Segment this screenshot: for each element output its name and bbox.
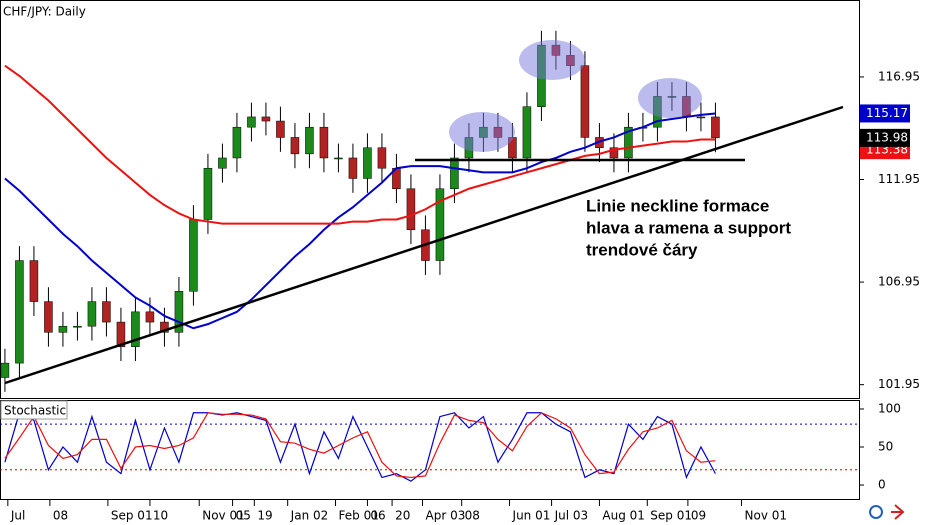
y-tick-label: 111.95 [878, 172, 920, 186]
x-tick-label: 08 [53, 509, 68, 523]
candle-body [696, 116, 706, 119]
right-shoulder-highlight [638, 78, 702, 118]
candle-body [305, 126, 314, 155]
price-label: 115.17 [866, 106, 908, 120]
price-label-box [860, 128, 910, 147]
candle-body [232, 126, 242, 159]
candle-body [102, 301, 111, 323]
candle-body [348, 157, 358, 179]
candle-body [160, 321, 169, 333]
y-tick-label: 116.95 [878, 69, 920, 83]
left-shoulder-highlight [449, 112, 515, 152]
candle-body [247, 116, 256, 128]
candle-body [131, 311, 140, 347]
x-tick-label: Aug 01 [602, 509, 645, 523]
x-tick-label: 09 [691, 509, 706, 523]
x-tick-label: Apr 03 [426, 509, 466, 523]
annotation: trendové čáry [586, 240, 698, 259]
toolbar-icons[interactable] [869, 504, 905, 520]
annotation: hlava a ramena a support [586, 218, 791, 237]
y-tick-label: 106.95 [878, 275, 920, 289]
indicator-title: Stochastic [4, 404, 66, 418]
icon[interactable] [869, 505, 883, 519]
candle-body [609, 147, 619, 159]
candle-body [203, 167, 213, 220]
candle-body [189, 219, 198, 292]
candle-body [15, 260, 24, 364]
candle-body [290, 137, 300, 155]
x-tick-label: 20 [395, 509, 410, 523]
price-label-box [860, 104, 910, 123]
candle-body [363, 147, 372, 179]
price-panel [0, 0, 860, 399]
candle-body [624, 126, 633, 159]
candle-body [319, 126, 329, 159]
candle-body [58, 325, 68, 333]
series-line [4, 64, 716, 225]
candle-body [450, 157, 459, 189]
series-line [4, 412, 716, 479]
x-tick-label: Sep 01 [650, 509, 692, 523]
x-tick-label: Jan 02 [290, 509, 329, 523]
candle-body [377, 147, 387, 169]
candle-body [580, 65, 590, 138]
indicator-label-box [0, 400, 68, 420]
price-label: 113.98 [866, 130, 908, 144]
x-tick-label: Jul [10, 509, 25, 523]
x-tick-label: Jul 03 [554, 509, 589, 523]
chart-title: CHF/JPY: Daily [3, 5, 86, 19]
x-tick-label: 10 [153, 509, 168, 523]
annotation: Linie neckline formace [586, 196, 769, 215]
y-tick-label: 100 [878, 401, 901, 415]
candle-body [406, 188, 416, 231]
x-tick-label: Jun 01 [512, 509, 551, 523]
candle-body [116, 321, 126, 347]
series-line [4, 112, 716, 330]
stochastic-panel [0, 400, 860, 500]
x-tick-label: Sep 01 [111, 509, 153, 523]
candle-body [0, 362, 10, 378]
head-highlight [519, 40, 585, 80]
x-tick-label: Feb 01 [339, 509, 379, 523]
candle-body [44, 301, 53, 333]
candle-body [29, 260, 39, 302]
candle-body [334, 157, 343, 160]
candle-body [145, 311, 155, 323]
icon[interactable] [891, 504, 905, 520]
y-tick-label: 50 [878, 439, 893, 453]
candle-body [87, 301, 97, 327]
candle-body [73, 325, 82, 328]
candle-body [174, 291, 184, 333]
x-tick-label: 06 [370, 509, 385, 523]
y-tick-label: 0 [878, 478, 886, 492]
x-tick-label: Nov 01 [202, 509, 245, 523]
candle-body [435, 188, 445, 261]
candle-body [276, 120, 285, 138]
trend-line [4, 105, 844, 385]
candle-body [261, 116, 271, 122]
candle-body [522, 106, 532, 159]
x-tick-label: Nov 01 [745, 509, 788, 523]
x-tick-label: 08 [465, 509, 480, 523]
candle-body [218, 157, 227, 169]
y-tick-label: 101.95 [878, 377, 920, 391]
candle-body [711, 116, 720, 139]
x-tick-label: 05 [236, 509, 251, 523]
x-tick-label: 19 [257, 509, 272, 523]
